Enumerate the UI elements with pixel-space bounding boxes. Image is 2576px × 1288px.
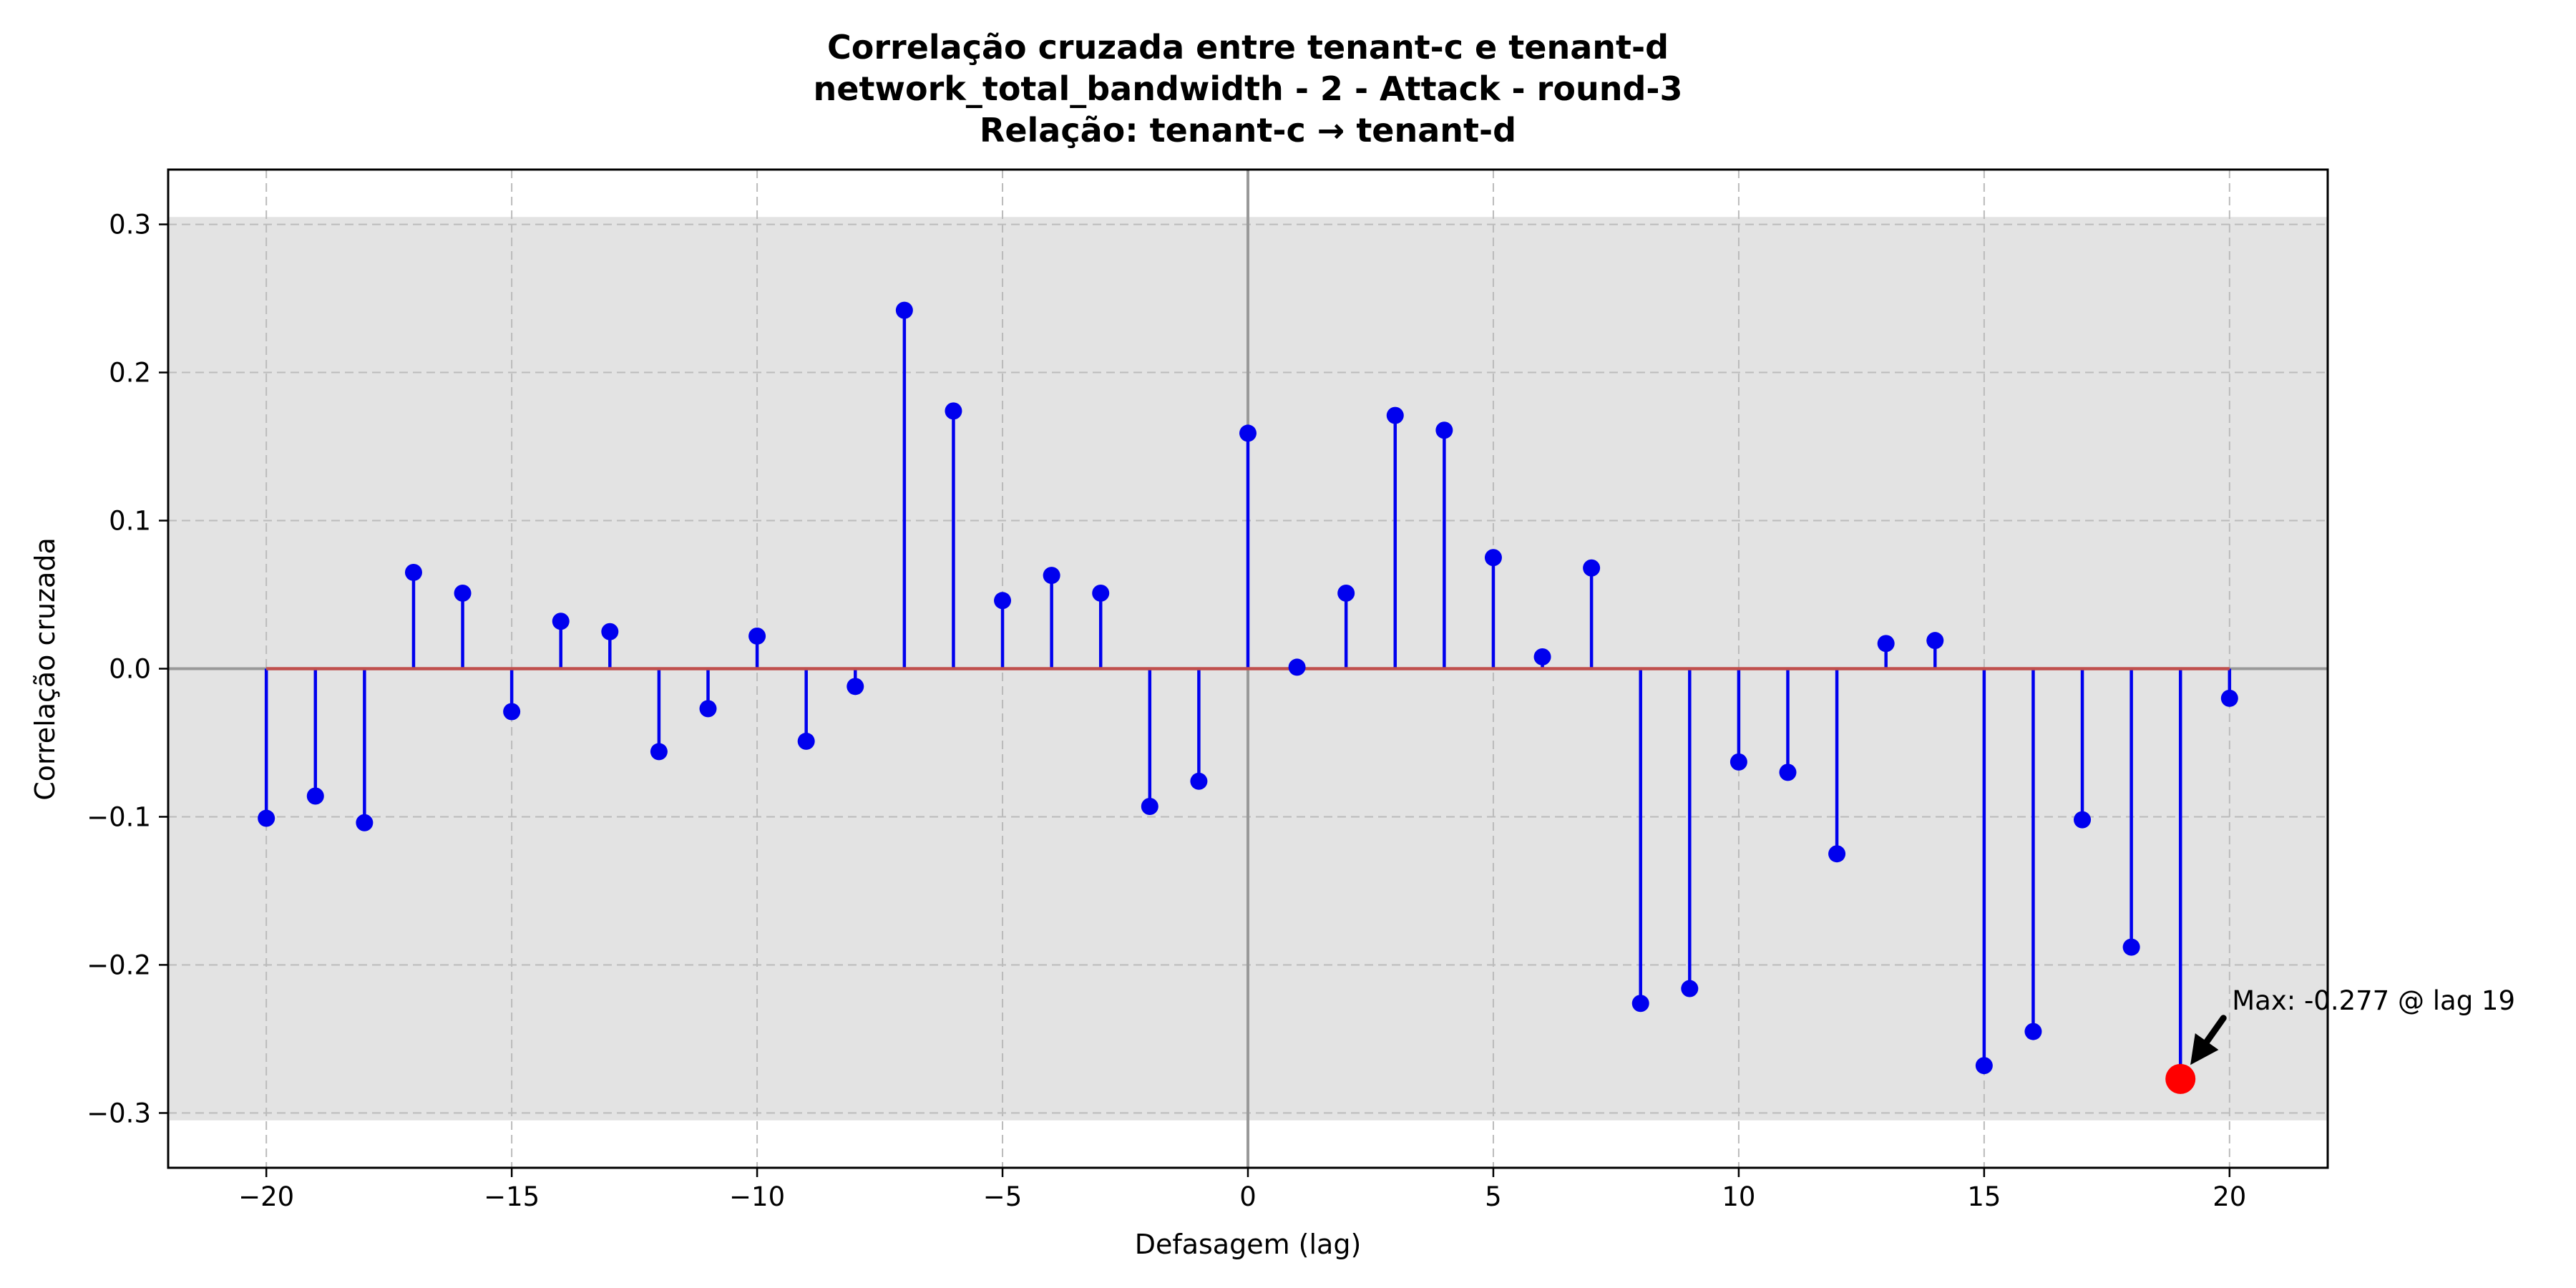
x-tick-label: −10	[729, 1181, 785, 1212]
stem-marker	[1975, 1057, 1993, 1075]
x-tick-label: −20	[238, 1181, 294, 1212]
stem-marker	[404, 563, 422, 581]
stem-marker	[1779, 763, 1797, 781]
stem-marker	[1484, 549, 1502, 567]
stem-marker	[1926, 632, 1944, 650]
y-tick-label: −0.1	[87, 801, 151, 832]
stem-marker	[650, 743, 668, 761]
stem-marker	[699, 700, 717, 718]
y-axis-label: Correlação cruzada	[29, 537, 61, 801]
stem-marker	[1141, 797, 1158, 815]
x-tick-label: −5	[983, 1181, 1023, 1212]
stem-marker	[945, 402, 962, 420]
stem-marker	[1533, 648, 1551, 665]
stem-marker	[2122, 938, 2140, 956]
stem-marker	[994, 592, 1012, 610]
x-tick-label: 10	[1722, 1181, 1755, 1212]
stem-marker	[1190, 772, 1208, 790]
stem-marker	[2074, 811, 2092, 829]
x-tick-label: 0	[1239, 1181, 1257, 1212]
stem-marker	[748, 627, 766, 645]
stem-marker	[454, 584, 472, 602]
title-line-1: Correlação cruzada entre tenant-c e tena…	[827, 28, 1669, 67]
y-tick-label: 0.1	[109, 506, 151, 537]
stem-marker	[1828, 845, 1846, 863]
x-tick-label: 15	[1967, 1181, 2001, 1212]
axes: −20 −15 −10 −5 0 5 10 15 20 0.3 0.2 0.1 0.0 −0.1 −0.2 −…	[87, 168, 2329, 1212]
stem-marker	[552, 613, 570, 630]
stem-marker	[895, 301, 913, 319]
stem-marker	[1877, 635, 1895, 653]
stem-marker	[2220, 689, 2238, 707]
y-tick-label: 0.2	[109, 358, 151, 389]
x-tick-label: 5	[1485, 1181, 1502, 1212]
stem-marker	[797, 732, 815, 750]
max-annotation-label: Max: -0.277 @ lag 19	[2232, 985, 2515, 1016]
stem-marker	[1337, 584, 1355, 602]
stem-marker	[1386, 406, 1404, 424]
stem-marker	[1288, 658, 1306, 676]
title-line-3: Relação: tenant-c → tenant-d	[980, 111, 1516, 150]
x-tick-label: 20	[2212, 1181, 2246, 1212]
annotation-arrow-head	[2190, 1033, 2219, 1065]
x-tick-label: −15	[484, 1181, 540, 1212]
stem-marker	[306, 787, 324, 805]
stem-marker	[503, 703, 521, 721]
stem-marker	[356, 814, 374, 831]
stem-marker	[1239, 424, 1257, 442]
stem-marker	[1435, 421, 1453, 439]
stem-marker	[601, 623, 619, 640]
stem-marker	[1631, 995, 1649, 1013]
annotation-arrow-shaft	[2203, 1015, 2227, 1045]
stem-marker	[1583, 559, 1601, 577]
chart-title: Correlação cruzada entre tenant-c e tena…	[814, 28, 1683, 150]
stem-marker	[258, 809, 275, 827]
max-point-marker	[2165, 1063, 2196, 1094]
stem-marker	[1729, 753, 1747, 771]
y-tick-label: 0.0	[109, 654, 151, 685]
plot-area: Max: -0.277 @ lag 19	[168, 170, 2515, 1168]
stem-marker	[1043, 567, 1060, 585]
title-line-2: network_total_bandwidth - 2 - Attack - r…	[814, 69, 1683, 108]
stem-marker	[1092, 584, 1110, 602]
y-tick-label: −0.2	[87, 950, 151, 980]
x-axis-label: Defasagem (lag)	[1135, 1229, 1362, 1260]
stem-marker	[1681, 980, 1699, 997]
stem-marker	[2024, 1023, 2042, 1040]
y-tick-label: 0.3	[109, 210, 151, 240]
stem-marker	[847, 678, 864, 696]
y-tick-label: −0.3	[87, 1098, 151, 1128]
